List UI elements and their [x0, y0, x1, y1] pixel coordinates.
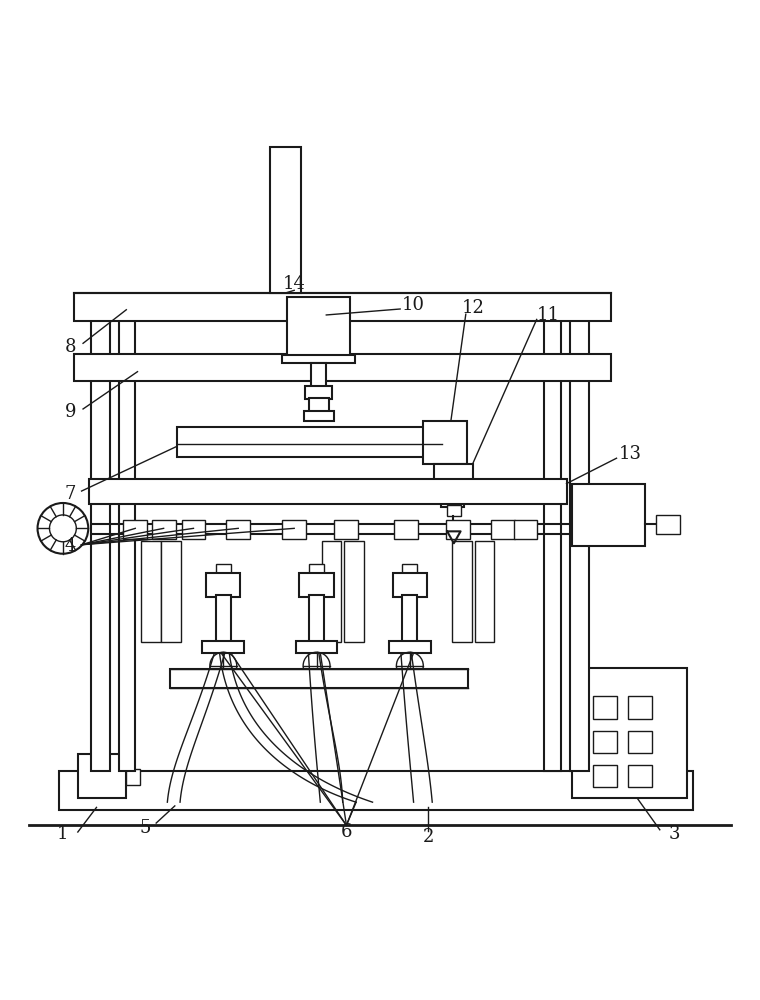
Text: 6: 6	[340, 823, 352, 841]
Text: 8: 8	[65, 338, 76, 356]
Bar	[629, 765, 652, 787]
Bar	[59, 771, 693, 810]
Bar	[544, 310, 561, 771]
Bar	[423, 421, 467, 464]
Bar	[309, 595, 324, 643]
Bar	[202, 641, 244, 653]
Bar	[393, 573, 427, 597]
Bar	[321, 541, 341, 642]
Bar	[206, 573, 240, 597]
Bar	[296, 641, 337, 653]
Text: 7: 7	[65, 485, 76, 503]
Bar	[216, 595, 231, 643]
Bar	[402, 564, 417, 575]
Bar	[169, 669, 468, 688]
Bar	[282, 520, 306, 539]
Bar	[389, 641, 431, 653]
Bar	[281, 355, 356, 363]
Bar	[656, 515, 680, 534]
Bar	[572, 668, 687, 798]
Bar	[593, 765, 616, 787]
Bar	[123, 520, 147, 539]
Bar	[177, 427, 442, 457]
Bar	[593, 731, 616, 753]
Bar	[89, 479, 566, 504]
Text: 4: 4	[65, 537, 76, 555]
Bar	[182, 520, 205, 539]
Bar	[161, 541, 181, 642]
Bar	[447, 505, 461, 516]
Bar	[287, 297, 350, 358]
Bar	[629, 696, 652, 719]
Polygon shape	[447, 531, 461, 543]
Bar	[446, 520, 470, 539]
Text: 5: 5	[139, 819, 150, 837]
Bar	[452, 541, 472, 642]
Bar	[309, 398, 328, 413]
Bar	[514, 520, 537, 539]
Text: 12: 12	[462, 299, 485, 317]
Bar	[394, 520, 418, 539]
Text: 10: 10	[402, 296, 425, 314]
Text: 2: 2	[423, 828, 434, 846]
Bar	[216, 564, 231, 575]
Bar	[442, 496, 464, 507]
Bar	[270, 147, 301, 293]
Bar	[629, 731, 652, 753]
Bar	[593, 696, 616, 719]
Text: 11: 11	[537, 306, 559, 324]
Bar	[475, 541, 494, 642]
Bar	[126, 769, 140, 785]
Bar	[74, 293, 611, 321]
Bar	[91, 310, 110, 771]
Bar	[312, 363, 326, 390]
Text: 13: 13	[619, 445, 641, 463]
Text: 3: 3	[669, 825, 680, 843]
Bar	[434, 464, 473, 500]
Bar	[402, 595, 417, 643]
Bar	[78, 754, 126, 798]
Bar	[304, 411, 334, 421]
Text: 14: 14	[283, 275, 306, 293]
Bar	[572, 484, 645, 546]
Bar	[299, 573, 334, 597]
Bar	[309, 564, 324, 575]
Bar	[226, 520, 250, 539]
Bar	[344, 541, 363, 642]
Bar	[141, 541, 160, 642]
Text: 1: 1	[57, 825, 68, 843]
Bar	[152, 520, 176, 539]
Text: 9: 9	[65, 403, 76, 421]
Bar	[119, 310, 135, 771]
Bar	[334, 520, 359, 539]
Bar	[570, 310, 589, 771]
Bar	[74, 354, 611, 381]
Bar	[306, 386, 332, 399]
Bar	[491, 520, 515, 539]
